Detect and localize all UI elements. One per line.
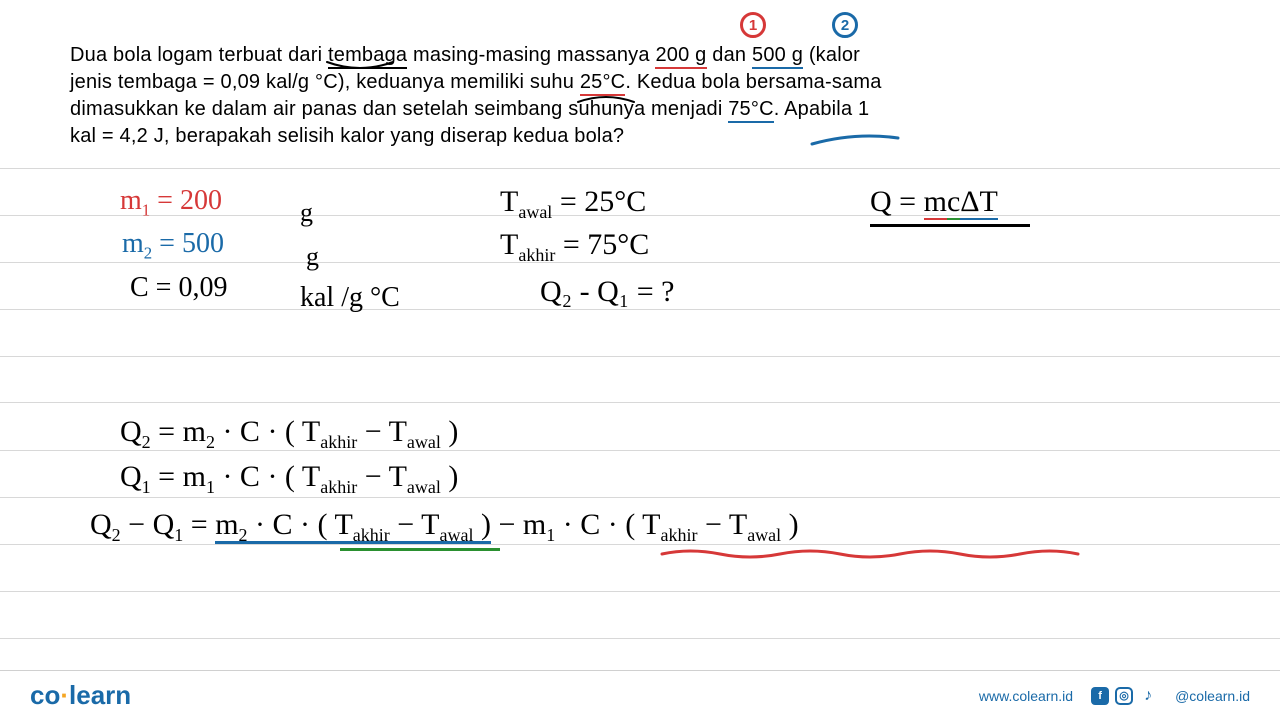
problem-text: kal = 4,2 J, berapakah selisih kalor yan… bbox=[70, 125, 624, 147]
ruled-line bbox=[0, 638, 1280, 639]
red-squiggle bbox=[660, 546, 1080, 562]
given-c: C = 0,09 bbox=[130, 272, 227, 304]
facebook-icon: f bbox=[1091, 687, 1109, 705]
ruled-line bbox=[0, 356, 1280, 357]
logo-text: co bbox=[30, 680, 60, 710]
footer-handle: @colearn.id bbox=[1175, 688, 1250, 704]
given-question: Q₂ - Q₁ = ? bbox=[540, 275, 674, 309]
solution-q1: Q1 = m1 · C · ( Takhir − Tawal ) bbox=[120, 460, 458, 498]
logo-text: learn bbox=[69, 680, 131, 710]
green-underline bbox=[340, 548, 500, 551]
given-tawal: Tawal = 25°C bbox=[500, 185, 646, 223]
var-label: T bbox=[500, 185, 518, 218]
solution-q2: Q2 = m2 · C · ( Takhir − Tawal ) bbox=[120, 415, 458, 453]
var-label: m bbox=[122, 228, 144, 259]
formula-c: c bbox=[947, 185, 960, 220]
given-m2-unit: g bbox=[306, 242, 319, 272]
footer-url: www.colearn.id bbox=[979, 688, 1073, 704]
arc-annotation bbox=[325, 60, 395, 74]
formula-dt: ΔT bbox=[960, 185, 998, 220]
given-m2: m2 = 500 bbox=[122, 228, 224, 264]
given-c-unit: kal /g °C bbox=[300, 282, 400, 314]
instagram-icon: ◎ bbox=[1115, 687, 1133, 705]
formula-m: m bbox=[924, 185, 947, 220]
var-value: = 75°C bbox=[555, 228, 649, 261]
underline-formula bbox=[870, 224, 1030, 227]
problem-text: dan bbox=[707, 44, 752, 66]
var-sub: 2 bbox=[144, 244, 152, 263]
var-sub: awal bbox=[518, 202, 552, 222]
var-value: = 200 bbox=[157, 185, 222, 216]
ruled-line bbox=[0, 309, 1280, 310]
social-icons: f ◎ ♪ bbox=[1091, 687, 1157, 705]
swoosh-annotation bbox=[810, 130, 900, 150]
problem-text: jenis tembaga = 0,09 kal/g °C), keduanya… bbox=[70, 71, 580, 93]
temp-final: 75°C bbox=[728, 98, 774, 123]
footer-bar: co·learn www.colearn.id f ◎ ♪ @colearn.i… bbox=[0, 670, 1280, 720]
ruled-line bbox=[0, 402, 1280, 403]
given-m1-unit: g bbox=[300, 198, 313, 228]
problem-text: . Kedua bola bersama-sama bbox=[625, 71, 881, 93]
var-sub: 1 bbox=[142, 201, 150, 220]
problem-text: masing-masing massanya bbox=[407, 44, 655, 66]
tiktok-icon: ♪ bbox=[1139, 687, 1157, 705]
problem-text: Dua bola logam terbuat dari bbox=[70, 44, 328, 66]
problem-text: (kalor bbox=[803, 44, 860, 66]
given-takhir: Takhir = 75°C bbox=[500, 228, 649, 266]
footer-right: www.colearn.id f ◎ ♪ @colearn.id bbox=[979, 687, 1250, 705]
annotation-badge-2: 2 bbox=[832, 12, 858, 38]
var-value: = 25°C bbox=[552, 185, 646, 218]
given-m1: m1 = 200 bbox=[120, 185, 222, 221]
ruled-line bbox=[0, 168, 1280, 169]
var-label: m bbox=[120, 185, 142, 216]
mass-1: 200 g bbox=[655, 44, 706, 69]
colearn-logo: co·learn bbox=[30, 680, 131, 711]
logo-dot: · bbox=[60, 680, 69, 710]
solution-diff: Q2 − Q1 = m2 · C · ( Takhir − Tawal ) − … bbox=[90, 508, 799, 546]
annotation-badge-1: 1 bbox=[740, 12, 766, 38]
var-sub: akhir bbox=[518, 245, 555, 265]
formula-heat: Q = mcΔT bbox=[870, 185, 998, 219]
formula-part: Q = bbox=[870, 185, 924, 218]
arc-annotation bbox=[576, 92, 636, 104]
problem-text: . Apabila 1 bbox=[774, 98, 870, 120]
ruled-line bbox=[0, 591, 1280, 592]
mass-2: 500 g bbox=[752, 44, 803, 69]
var-label: T bbox=[500, 228, 518, 261]
var-value: = 500 bbox=[159, 228, 224, 259]
